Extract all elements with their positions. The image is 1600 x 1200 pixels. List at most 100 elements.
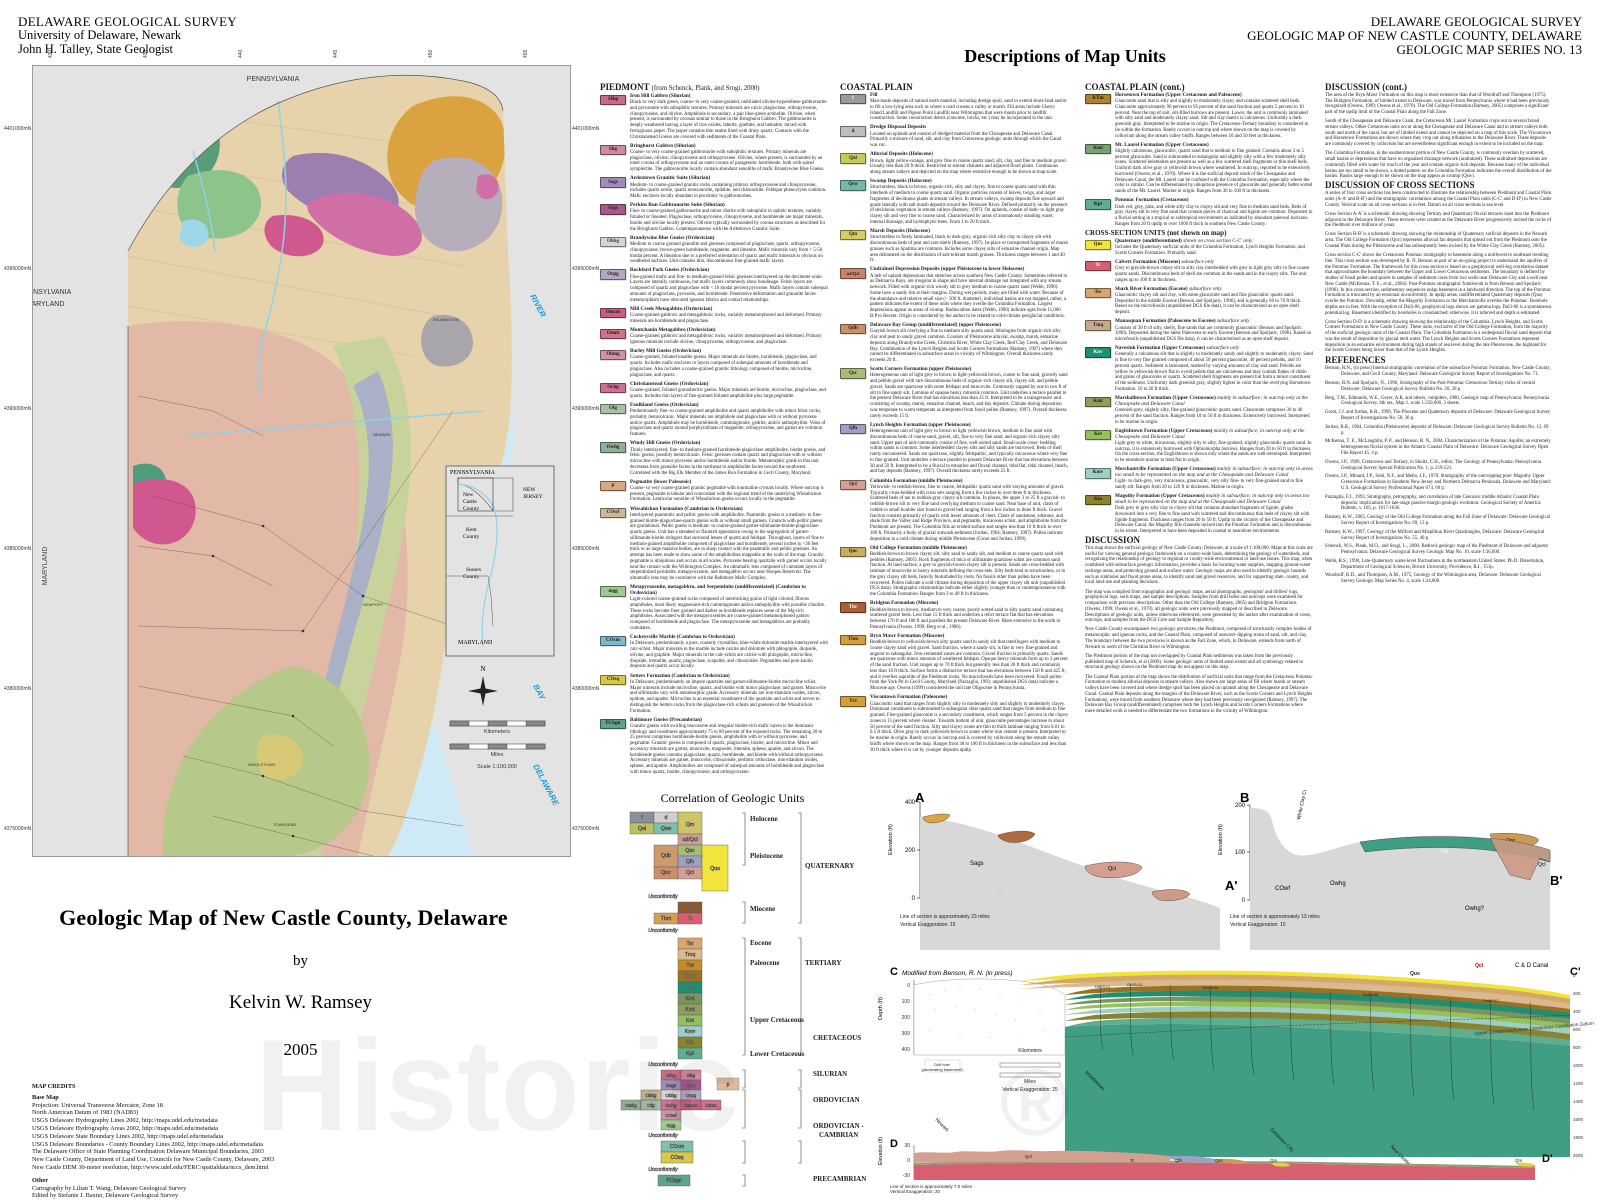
svg-text:Sussex: Sussex <box>466 567 482 573</box>
svg-text:Del24-06: Del24-06 <box>1363 993 1378 997</box>
svg-text:CRETACEOUS: CRETACEOUS <box>813 1034 861 1042</box>
svg-text:430000mE: 430000mE <box>48 50 54 58</box>
svg-text:COwf: COwf <box>666 1113 678 1118</box>
svg-text:d: d <box>665 815 668 821</box>
svg-text:SIhg: SIhg <box>666 1073 676 1078</box>
svg-text:Kml: Kml <box>685 996 694 1002</box>
svg-text:B': B' <box>1550 873 1562 888</box>
svg-text:Sbg: Sbg <box>687 1073 696 1078</box>
svg-text:Miocene: Miocene <box>750 905 775 913</box>
svg-text:Qcl: Qcl <box>1475 963 1484 969</box>
svg-text:200: 200 <box>905 848 916 854</box>
svg-text:C: C <box>890 966 898 978</box>
svg-text:Orpg: Orpg <box>686 1093 697 1098</box>
svg-text:Kmv: Kmv <box>685 1029 696 1035</box>
svg-text:0: 0 <box>1242 898 1246 904</box>
svg-text:4385000mN: 4385000mN <box>4 546 32 552</box>
svg-text:MARYLAND: MARYLAND <box>458 640 493 646</box>
svg-text:4375000mN: 4375000mN <box>4 826 32 832</box>
svg-text:1400: 1400 <box>1573 1099 1584 1104</box>
svg-text:0: 0 <box>907 983 910 989</box>
svg-text:Tmq: Tmq <box>685 952 696 958</box>
svg-text:MIDDLETOWN: MIDDLETOWN <box>248 762 275 767</box>
svg-text:COwf: COwf <box>1275 886 1290 892</box>
svg-text:PCbgn: PCbgn <box>666 1178 682 1184</box>
svg-text:Miles: Miles <box>491 752 504 758</box>
svg-text:Upper Cretaceous: Upper Cretaceous <box>750 1016 804 1024</box>
svg-text:NEW: NEW <box>523 487 536 493</box>
svg-text:Tqf: Tqf <box>1440 849 1448 855</box>
svg-text:Kilometers: Kilometers <box>484 729 510 735</box>
svg-text:Elevation (ft): Elevation (ft) <box>888 824 894 855</box>
svg-text:0: 0 <box>912 896 916 902</box>
svg-text:Unconformity: Unconformity <box>648 1062 678 1068</box>
svg-text:455000mE: 455000mE <box>523 50 529 58</box>
svg-text:County: County <box>463 506 479 512</box>
svg-text:Line of section is approximate: Line of section is approximately 13 mile… <box>1230 914 1320 920</box>
svg-text:450000mE: 450000mE <box>428 50 434 58</box>
svg-text:4380000mN: 4380000mN <box>4 686 32 692</box>
svg-text:Kpt: Kpt <box>686 1051 694 1057</box>
svg-text:MARYLAND: MARYLAND <box>33 301 64 308</box>
svg-text:4395000mN: 4395000mN <box>572 266 600 272</box>
svg-text:D': D' <box>1542 1153 1553 1165</box>
svg-text:Qoc: Qoc <box>661 870 671 876</box>
svg-text:Tvt: Tvt <box>686 963 694 969</box>
svg-text:Obbg: Obbg <box>646 1093 657 1098</box>
svg-text:Tc: Tc <box>687 916 693 922</box>
svg-text:1200: 1200 <box>1573 1081 1584 1086</box>
svg-text:Paleocene: Paleocene <box>750 959 780 967</box>
svg-text:Unconformity: Unconformity <box>648 1133 678 1139</box>
svg-text:Modified from Benson, R. N. (i: Modified from Benson, R. N. (in press) <box>902 970 1013 977</box>
svg-text:Miles: Miles <box>1024 1079 1036 1085</box>
svg-text:4401000mN: 4401000mN <box>4 126 32 132</box>
svg-text:Qal: Qal <box>638 826 646 832</box>
svg-text:New: New <box>463 492 473 498</box>
svg-text:Ofg: Ofg <box>647 1103 655 1108</box>
svg-text:(penetrating basement): (penetrating basement) <box>921 1067 963 1072</box>
svg-text:Srgs: Srgs <box>686 1083 696 1088</box>
svg-text:ud/Qcl: ud/Qcl <box>682 837 697 843</box>
svg-text:Qsc: Qsc <box>1215 1158 1224 1163</box>
svg-text:800: 800 <box>1573 1045 1581 1050</box>
svg-text:Tsr: Tsr <box>686 941 693 947</box>
svg-text:Sags: Sags <box>970 861 984 867</box>
svg-text:COsq: COsq <box>671 1155 684 1161</box>
svg-text:CAMBRIAN: CAMBRIAN <box>819 1131 858 1139</box>
svg-text:Eocene: Eocene <box>750 939 771 947</box>
svg-text:4395000mN: 4395000mN <box>4 266 32 272</box>
svg-text:mgg: mgg <box>667 1123 676 1128</box>
svg-text:Kmt: Kmt <box>685 1007 695 1013</box>
svg-text:4390000mN: 4390000mN <box>4 406 32 412</box>
svg-text:Ket: Ket <box>686 1018 694 1024</box>
svg-text:Newark: Newark <box>934 1117 951 1134</box>
svg-text:Qm: Qm <box>1515 1158 1523 1163</box>
svg-text:Qcl: Qcl <box>686 870 694 876</box>
svg-text:WILMINGTON: WILMINGTON <box>433 317 459 322</box>
svg-text:Lower Cretaceous: Lower Cretaceous <box>750 1050 805 1058</box>
svg-text:ORDOVICIAN: ORDOVICIAN <box>813 1096 860 1104</box>
svg-text:4401000mN: 4401000mN <box>572 126 600 132</box>
svg-text:Scale 1:100,000: Scale 1:100,000 <box>477 764 517 770</box>
svg-text:-30: -30 <box>903 1173 910 1179</box>
svg-text:Elevation (ft): Elevation (ft) <box>1218 824 1224 855</box>
svg-text:Vertical Exaggeration: 15: Vertical Exaggeration: 15 <box>900 922 956 928</box>
svg-text:Qm: Qm <box>1270 1158 1278 1163</box>
svg-text:Owhg?: Owhg? <box>1465 906 1485 912</box>
svg-text:100: 100 <box>902 999 911 1005</box>
svg-text:Tbr: Tbr <box>686 905 694 911</box>
svg-text:Sags: Sags <box>666 1083 677 1088</box>
svg-text:County: County <box>463 574 479 580</box>
svg-text:KTm: KTm <box>684 974 696 980</box>
svg-text:400: 400 <box>905 800 916 806</box>
svg-text:Depth (ft): Depth (ft) <box>878 997 884 1020</box>
svg-text:Omm: Omm <box>705 1103 716 1108</box>
svg-text:Kent: Kent <box>466 527 477 533</box>
svg-text:NEWARK: NEWARK <box>373 432 391 437</box>
svg-text:Qsc: Qsc <box>685 848 695 854</box>
svg-text:Qus: Qus <box>1410 971 1420 977</box>
svg-text:C & D Canal: C & D Canal <box>1515 963 1548 969</box>
svg-text:Obbg: Obbg <box>665 1093 677 1098</box>
svg-text:100: 100 <box>1235 850 1246 856</box>
svg-text:400: 400 <box>1573 1009 1581 1014</box>
